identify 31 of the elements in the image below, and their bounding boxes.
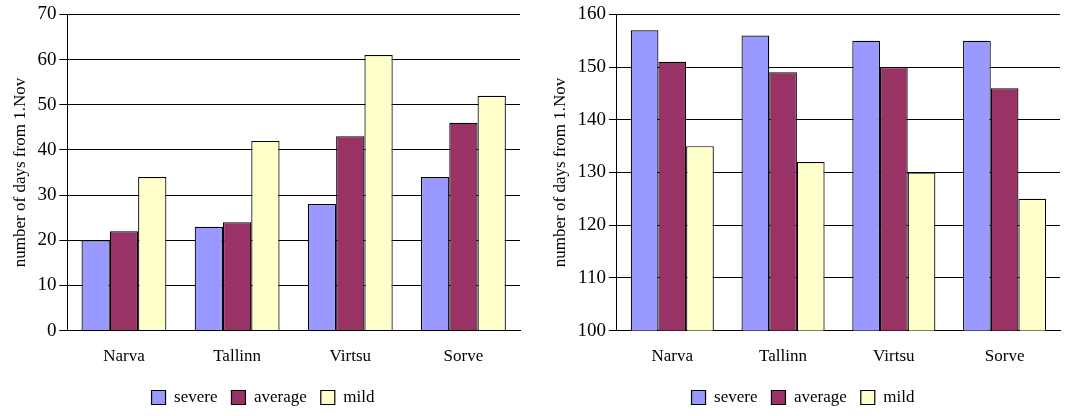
y-tick-label: 160: [577, 2, 606, 24]
x-tick-label: Virtsu: [873, 346, 916, 366]
y-tick-label: 130: [577, 160, 606, 182]
y-tick-label: 140: [577, 107, 606, 129]
legend-label: average: [793, 386, 847, 406]
y-tick-label: 40: [37, 137, 57, 159]
y-tick-label: 110: [578, 265, 606, 287]
y-tick-label: 150: [577, 55, 606, 77]
y-tick-label: 60: [37, 47, 57, 69]
legend-label: mild: [343, 386, 375, 406]
y-tick-label: 100: [577, 318, 606, 340]
y-tick-label: 0: [46, 318, 57, 340]
legend-label: average: [253, 386, 307, 406]
x-tick-label: Tallinn: [213, 346, 262, 366]
y-tick-label: 30: [37, 183, 57, 205]
legend-label: severe: [174, 386, 218, 406]
y-tick-label: 50: [37, 92, 57, 114]
x-tick-label: Tallinn: [759, 346, 808, 366]
y-axis-title: number of days from 1.Nov: [9, 77, 29, 268]
y-tick-label: 120: [577, 213, 606, 235]
x-tick-label: Virtsu: [329, 346, 372, 366]
y-tick-label: 10: [37, 273, 57, 295]
y-axis-title: number of days from 1.Nov: [549, 77, 569, 268]
x-tick-label: Narva: [103, 346, 146, 366]
y-tick-label: 20: [37, 228, 57, 250]
legend-label: severe: [714, 386, 758, 406]
y-tick-label: 70: [37, 2, 57, 24]
x-tick-label: Narva: [651, 346, 694, 366]
legend-label: mild: [883, 386, 915, 406]
x-tick-label: Sorve: [443, 346, 484, 366]
x-tick-label: Sorve: [984, 346, 1025, 366]
